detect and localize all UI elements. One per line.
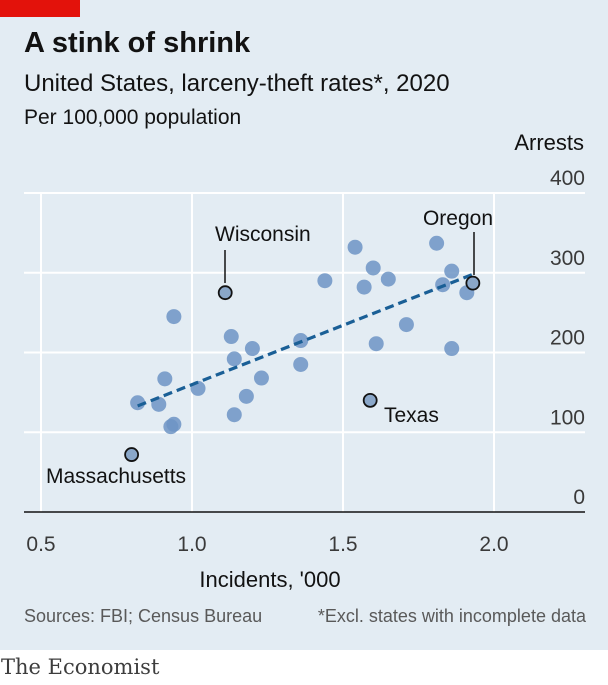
data-point <box>238 388 254 404</box>
data-point <box>253 370 269 386</box>
data-point <box>429 235 445 251</box>
trendline <box>137 272 474 408</box>
source-note: Sources: FBI; Census Bureau <box>24 606 263 626</box>
data-point <box>347 239 363 255</box>
highlighted-point <box>465 275 481 291</box>
data-point <box>157 371 173 387</box>
annotation-label: Texas <box>384 404 439 427</box>
data-point <box>293 356 309 372</box>
data-point <box>356 279 372 295</box>
trendline-group <box>137 272 474 408</box>
data-point <box>166 309 182 325</box>
annotation-label: Wisconsin <box>215 223 311 246</box>
points <box>130 235 475 435</box>
data-point <box>163 419 179 435</box>
footnote: *Excl. states with incomplete data <box>317 606 586 626</box>
y-tick-label: 400 <box>550 167 585 190</box>
highlighted-point <box>217 285 233 301</box>
x-tick-label: 1.0 <box>177 533 206 556</box>
grid <box>24 192 585 513</box>
scatter-plot: 0 100 200 300 400 0.5 1.0 1.5 2.0 Incidents, '0… <box>24 167 585 592</box>
data-point <box>444 263 460 279</box>
data-point <box>244 341 260 357</box>
data-point <box>368 336 384 352</box>
chart-unit: Per 100,000 population <box>24 106 242 129</box>
data-point <box>365 260 381 276</box>
chart-title: A stink of shrink <box>24 27 251 59</box>
highlighted-point <box>124 447 140 462</box>
economist-logo: The Economist <box>1 655 160 679</box>
chart-panel <box>0 0 608 650</box>
y-tick-label: 0 <box>573 486 585 509</box>
highlighted-point <box>362 392 378 408</box>
y-tick-label: 300 <box>550 247 585 270</box>
data-point <box>223 329 239 345</box>
x-tick-label: 1.5 <box>328 533 357 556</box>
y-tick-label: 100 <box>550 406 585 429</box>
y-axis-title: Arrests <box>514 130 584 155</box>
brand-red-tag <box>0 0 80 17</box>
data-point <box>226 351 242 367</box>
data-point <box>444 341 460 357</box>
data-point <box>317 273 333 289</box>
y-tick-label: 200 <box>550 327 585 350</box>
x-tick-labels: 0.5 1.0 1.5 2.0 <box>26 533 508 556</box>
highlighted-points: Wisconsin Oregon Texas Massachusetts <box>46 207 493 488</box>
data-point <box>130 395 146 411</box>
data-point <box>380 271 396 287</box>
data-point <box>398 317 414 333</box>
x-tick-label: 0.5 <box>26 533 55 556</box>
x-tick-label: 2.0 <box>479 533 508 556</box>
annotation-label: Oregon <box>423 207 493 230</box>
annotation-label: Massachusetts <box>46 465 186 488</box>
x-axis-title: Incidents, '000 <box>199 567 340 592</box>
y-tick-labels: 0 100 200 300 400 <box>550 167 585 509</box>
data-point <box>226 407 242 423</box>
chart-subtitle: United States, larceny-theft rates*, 202… <box>24 70 450 97</box>
